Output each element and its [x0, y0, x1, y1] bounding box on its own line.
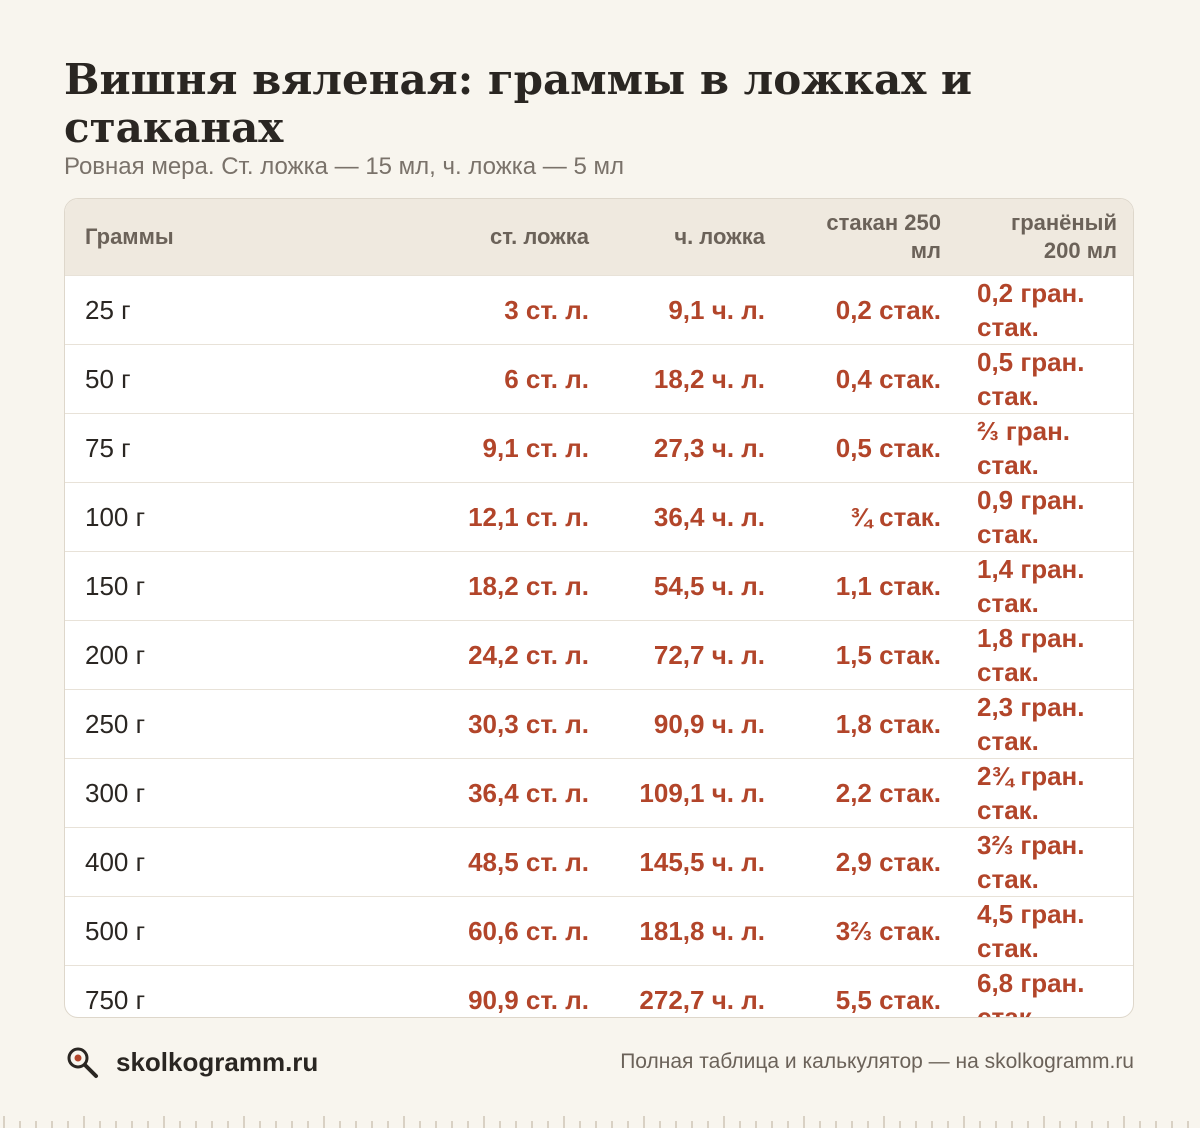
cell-grams: 100 г — [65, 481, 431, 551]
cell-tablespoon: 36,4 ст. л. — [431, 757, 607, 827]
footer: skolkogramm.ru Полная таблица и калькуля… — [64, 1044, 1134, 1084]
cell-cup-250: 1,5 стак. — [783, 619, 959, 689]
cell-faceted-glass-200: 3⅔ гран. стак. — [959, 826, 1133, 896]
table-row: 250 г 30,3 ст. л. 90,9 ч. л. 1,8 стак. 2,3 г… — [65, 688, 1133, 758]
cell-cup-250: 2,9 стак. — [783, 826, 959, 896]
cell-cup-250: 0,2 стак. — [783, 274, 959, 344]
page-title: Вишня вяленая: граммы в ложках и стакана… — [64, 55, 973, 152]
cell-tablespoon: 90,9 ст. л. — [431, 964, 607, 1017]
cell-tablespoon: 3 ст. л. — [431, 274, 607, 344]
header-cup-250: стакан 250 мл — [826, 209, 941, 263]
cell-grams: 150 г — [65, 550, 431, 620]
cell-cup-250: 3⅔ стак. — [783, 895, 959, 965]
cell-teaspoon: 18,2 ч. л. — [607, 343, 783, 413]
cell-grams: 750 г — [65, 964, 431, 1017]
header-faceted-glass-200: гранёный 200 мл — [1011, 209, 1117, 263]
magnifier-icon — [67, 1047, 98, 1078]
cell-teaspoon: 36,4 ч. л. — [607, 481, 783, 551]
cell-faceted-glass-200: 1,4 гран. стак. — [959, 550, 1133, 620]
cell-tablespoon: 30,3 ст. л. — [431, 688, 607, 758]
brand[interactable]: skolkogramm.ru — [64, 1044, 318, 1080]
cell-tablespoon: 60,6 ст. л. — [431, 895, 607, 965]
cell-tablespoon: 12,1 ст. л. — [431, 481, 607, 551]
conversion-table: Граммы ст. ложка ч. ложка стакан 250 мл … — [65, 199, 1133, 1017]
cell-cup-250: ¾ стак. — [783, 481, 959, 551]
table-header: Граммы ст. ложка ч. ложка стакан 250 мл … — [65, 199, 1133, 275]
table-row: 750 г 90,9 ст. л. 272,7 ч. л. 5,5 стак. 6,8 … — [65, 964, 1133, 1017]
cell-teaspoon: 9,1 ч. л. — [607, 274, 783, 344]
cell-teaspoon: 145,5 ч. л. — [607, 826, 783, 896]
cell-teaspoon: 72,7 ч. л. — [607, 619, 783, 689]
cell-cup-250: 0,4 стак. — [783, 343, 959, 413]
table-row: 400 г 48,5 ст. л. 145,5 ч. л. 2,9 стак. 3⅔ г… — [65, 826, 1133, 896]
table-row: 100 г 12,1 ст. л. 36,4 ч. л. ¾ стак. 0,9 гра… — [65, 481, 1133, 551]
header-tablespoon: ст. ложка — [490, 223, 589, 249]
cell-grams: 300 г — [65, 757, 431, 827]
cell-grams: 400 г — [65, 826, 431, 896]
cell-cup-250: 5,5 стак. — [783, 964, 959, 1017]
table-row: 75 г 9,1 ст. л. 27,3 ч. л. 0,5 стак. ⅔ гран.… — [65, 412, 1133, 482]
cell-teaspoon: 27,3 ч. л. — [607, 412, 783, 482]
cell-teaspoon: 181,8 ч. л. — [607, 895, 783, 965]
cell-grams: 50 г — [65, 343, 431, 413]
cell-grams: 500 г — [65, 895, 431, 965]
table-row: 300 г 36,4 ст. л. 109,1 ч. л. 2,2 стак. 2¾ г… — [65, 757, 1133, 827]
ruler-decoration — [3, 1116, 1189, 1128]
cell-teaspoon: 54,5 ч. л. — [607, 550, 783, 620]
cell-cup-250: 1,8 стак. — [783, 688, 959, 758]
cell-tablespoon: 24,2 ст. л. — [431, 619, 607, 689]
cell-faceted-glass-200: 1,8 гран. стак. — [959, 619, 1133, 689]
table-header-row: Граммы ст. ложка ч. ложка стакан 250 мл … — [65, 199, 1133, 275]
table-row: 200 г 24,2 ст. л. 72,7 ч. л. 1,5 стак. 1,8 г… — [65, 619, 1133, 689]
cell-grams: 25 г — [65, 274, 431, 344]
cell-grams: 250 г — [65, 688, 431, 758]
cell-faceted-glass-200: 0,9 гран. стак. — [959, 481, 1133, 551]
cell-faceted-glass-200: ⅔ гран. стак. — [959, 412, 1133, 482]
cell-cup-250: 0,5 стак. — [783, 412, 959, 482]
cell-faceted-glass-200: 2¾ гран. стак. — [959, 757, 1133, 827]
page-subtitle: Ровная мера. Ст. ложка — 15 мл, ч. ложка… — [64, 153, 624, 180]
cell-faceted-glass-200: 4,5 гран. стак. — [959, 895, 1133, 965]
cell-tablespoon: 9,1 ст. л. — [431, 412, 607, 482]
cell-faceted-glass-200: 6,8 гран. стак. — [959, 964, 1133, 1017]
cell-faceted-glass-200: 2,3 гран. стак. — [959, 688, 1133, 758]
cell-tablespoon: 48,5 ст. л. — [431, 826, 607, 896]
cell-tablespoon: 6 ст. л. — [431, 343, 607, 413]
cell-cup-250: 1,1 стак. — [783, 550, 959, 620]
cell-teaspoon: 90,9 ч. л. — [607, 688, 783, 758]
footer-note: Полная таблица и калькулятор — на skolko… — [620, 1050, 1134, 1073]
table-row: 150 г 18,2 ст. л. 54,5 ч. л. 1,1 стак. 1,4 г… — [65, 550, 1133, 620]
cell-grams: 200 г — [65, 619, 431, 689]
header-grams: Граммы — [85, 223, 174, 249]
conversion-table-card: Граммы ст. ложка ч. ложка стакан 250 мл … — [64, 198, 1134, 1018]
brand-name: skolkogramm.ru — [116, 1046, 319, 1077]
cell-teaspoon: 109,1 ч. л. — [607, 757, 783, 827]
cell-grams: 75 г — [65, 412, 431, 482]
table-row: 500 г 60,6 ст. л. 181,8 ч. л. 3⅔ стак. 4,5 г… — [65, 895, 1133, 965]
cell-faceted-glass-200: 0,5 гран. стак. — [959, 343, 1133, 413]
cell-faceted-glass-200: 0,2 гран. стак. — [959, 274, 1133, 344]
cell-cup-250: 2,2 стак. — [783, 757, 959, 827]
cell-teaspoon: 272,7 ч. л. — [607, 964, 783, 1017]
header-teaspoon: ч. ложка — [674, 223, 765, 249]
cell-tablespoon: 18,2 ст. л. — [431, 550, 607, 620]
